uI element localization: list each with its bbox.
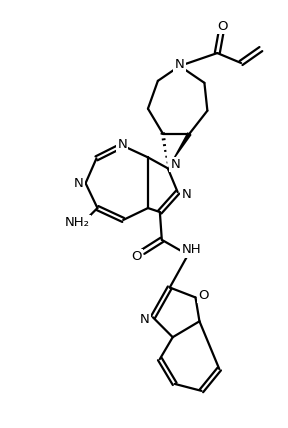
Text: N: N [182,187,192,201]
Text: N: N [171,158,181,171]
Polygon shape [168,132,192,168]
Text: O: O [198,289,209,302]
Text: O: O [217,20,228,33]
Text: N: N [140,313,150,326]
Text: N: N [117,138,127,151]
Text: O: O [131,250,141,263]
Text: NH₂: NH₂ [65,217,90,229]
Text: N: N [175,59,185,71]
Text: NH: NH [182,243,201,256]
Text: N: N [74,177,84,190]
